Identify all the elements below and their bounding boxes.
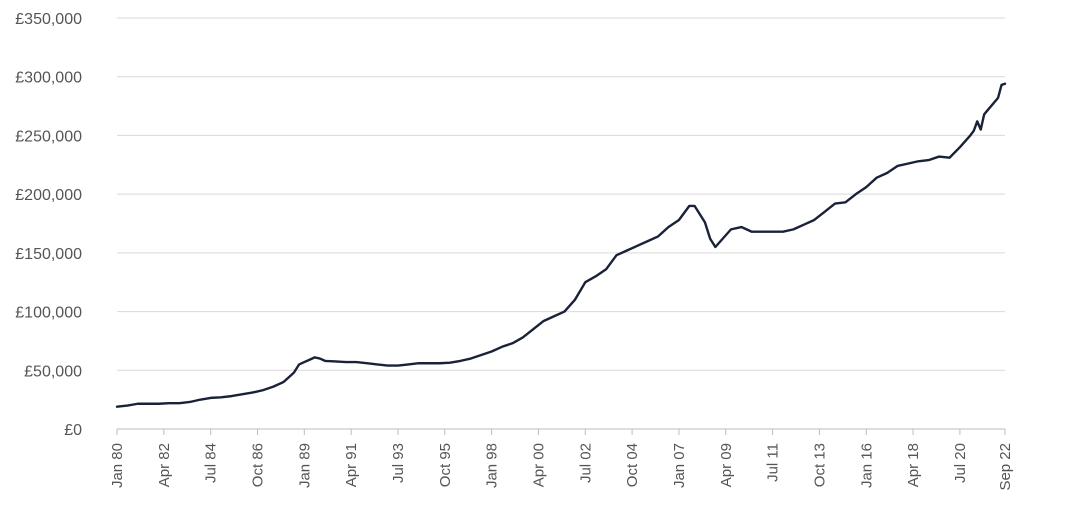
x-tick-label: Jul 20	[952, 443, 969, 483]
y-tick-label: £100,000	[15, 305, 82, 322]
y-axis-tick-labels: £0 £50,000 £100,000 £150,000 £200,000 £250,00…	[15, 11, 82, 439]
y-tick-label: £200,000	[15, 187, 82, 204]
y-tick-label: £300,000	[15, 70, 82, 87]
x-tick-label: Jan 98	[484, 443, 501, 488]
x-tick-label: Oct 13	[811, 443, 828, 487]
x-tick-label: Oct 95	[437, 443, 454, 487]
x-tick-label: Jul 02	[577, 443, 594, 483]
x-tick-label: Oct 86	[249, 443, 266, 487]
x-tick-label: Jan 07	[671, 443, 688, 488]
y-tick-label: £0	[64, 422, 82, 439]
x-tick-label: Oct 04	[624, 443, 641, 487]
x-tick-label: Sep 22	[997, 443, 1014, 491]
x-tick-label: Jul 11	[765, 443, 782, 482]
y-tick-label: £350,000	[15, 11, 82, 28]
x-axis-ticks: Jan 80 Apr 82 Jul 84 Oct 86 Jan 89 Apr 91 Jul …	[109, 429, 1014, 491]
x-tick-label: Apr 91	[343, 443, 360, 487]
y-tick-label: £50,000	[24, 363, 82, 380]
x-tick-label: Jul 84	[203, 443, 220, 483]
x-tick-label: Jan 89	[296, 443, 313, 488]
x-tick-label: Apr 09	[718, 443, 735, 487]
x-tick-label: Jan 16	[858, 443, 875, 488]
x-tick-label: Jan 80	[109, 443, 126, 488]
x-tick-label: Apr 00	[530, 443, 547, 487]
x-tick-label: Apr 18	[905, 443, 922, 487]
x-tick-label: Apr 82	[156, 443, 173, 487]
series-line	[115, 82, 1007, 408]
gridlines	[117, 17, 1005, 371]
y-tick-label: £250,000	[15, 128, 82, 145]
series-layer	[115, 82, 1007, 408]
x-tick-label: Jul 93	[390, 443, 407, 483]
y-tick-label: £150,000	[15, 246, 82, 263]
